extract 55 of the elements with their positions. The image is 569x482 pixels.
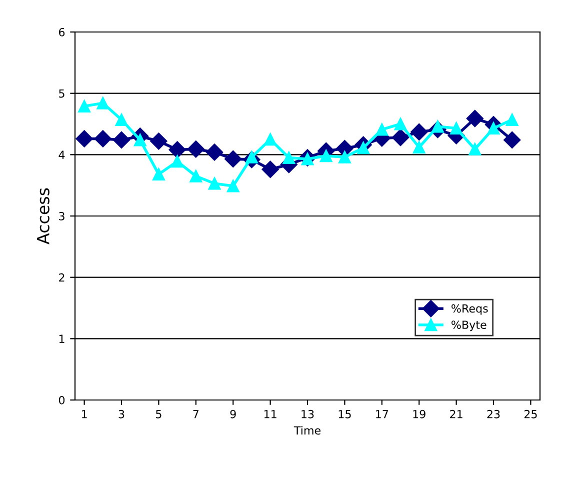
point: [262, 160, 279, 178]
point: [226, 180, 240, 192]
point: [376, 123, 388, 136]
point: [506, 113, 518, 126]
x-tick-label: 21: [450, 410, 462, 418]
x-tick-label: 7: [193, 410, 198, 418]
y-tick-label: 4: [58, 150, 65, 159]
x-tick-label: 19: [413, 410, 426, 418]
x-tick-label: 23: [487, 410, 500, 418]
point: [410, 123, 428, 141]
point: [78, 100, 91, 112]
legend-label: %Reqs: [452, 304, 488, 315]
y-tick-label: 3: [59, 212, 64, 220]
point: [466, 110, 484, 128]
point: [392, 128, 410, 146]
x-tick-label: 15: [338, 410, 351, 418]
point: [171, 155, 184, 168]
x-tick-label: 1: [82, 410, 87, 418]
point: [115, 113, 128, 126]
y-tick-label: 2: [59, 273, 64, 282]
x-tick-label: 25: [524, 410, 537, 418]
legend-label: %Byte: [452, 320, 486, 332]
point: [504, 131, 521, 148]
point: [264, 133, 277, 146]
point: [187, 140, 204, 158]
x-tick-label: 5: [156, 410, 162, 418]
point: [94, 130, 112, 148]
point: [190, 170, 202, 182]
point: [76, 130, 93, 148]
point: [320, 150, 332, 162]
y-tick-label: 1: [59, 334, 64, 343]
point: [168, 141, 186, 158]
x-tick-label: 9: [230, 410, 236, 418]
point: [412, 141, 426, 154]
point: [450, 122, 463, 135]
y-tick-label: 0: [58, 396, 65, 404]
y-axis-title: Access: [37, 188, 50, 244]
point: [150, 132, 168, 150]
x-tick-label: 3: [118, 410, 124, 418]
y-tick-label: 6: [58, 28, 65, 36]
point: [152, 168, 165, 181]
x-tick-label: 17: [376, 410, 388, 418]
point: [394, 118, 407, 130]
point: [224, 150, 242, 168]
point: [112, 131, 130, 148]
x-tick-label: 11: [264, 410, 276, 418]
point: [208, 177, 221, 190]
y-tick-label: 5: [59, 89, 64, 98]
x-axis-title: Time: [294, 426, 320, 435]
point: [468, 142, 482, 156]
point: [282, 151, 296, 164]
point: [206, 144, 224, 161]
point: [96, 96, 110, 110]
x-tick-label: 13: [302, 410, 314, 418]
point: [338, 150, 351, 164]
